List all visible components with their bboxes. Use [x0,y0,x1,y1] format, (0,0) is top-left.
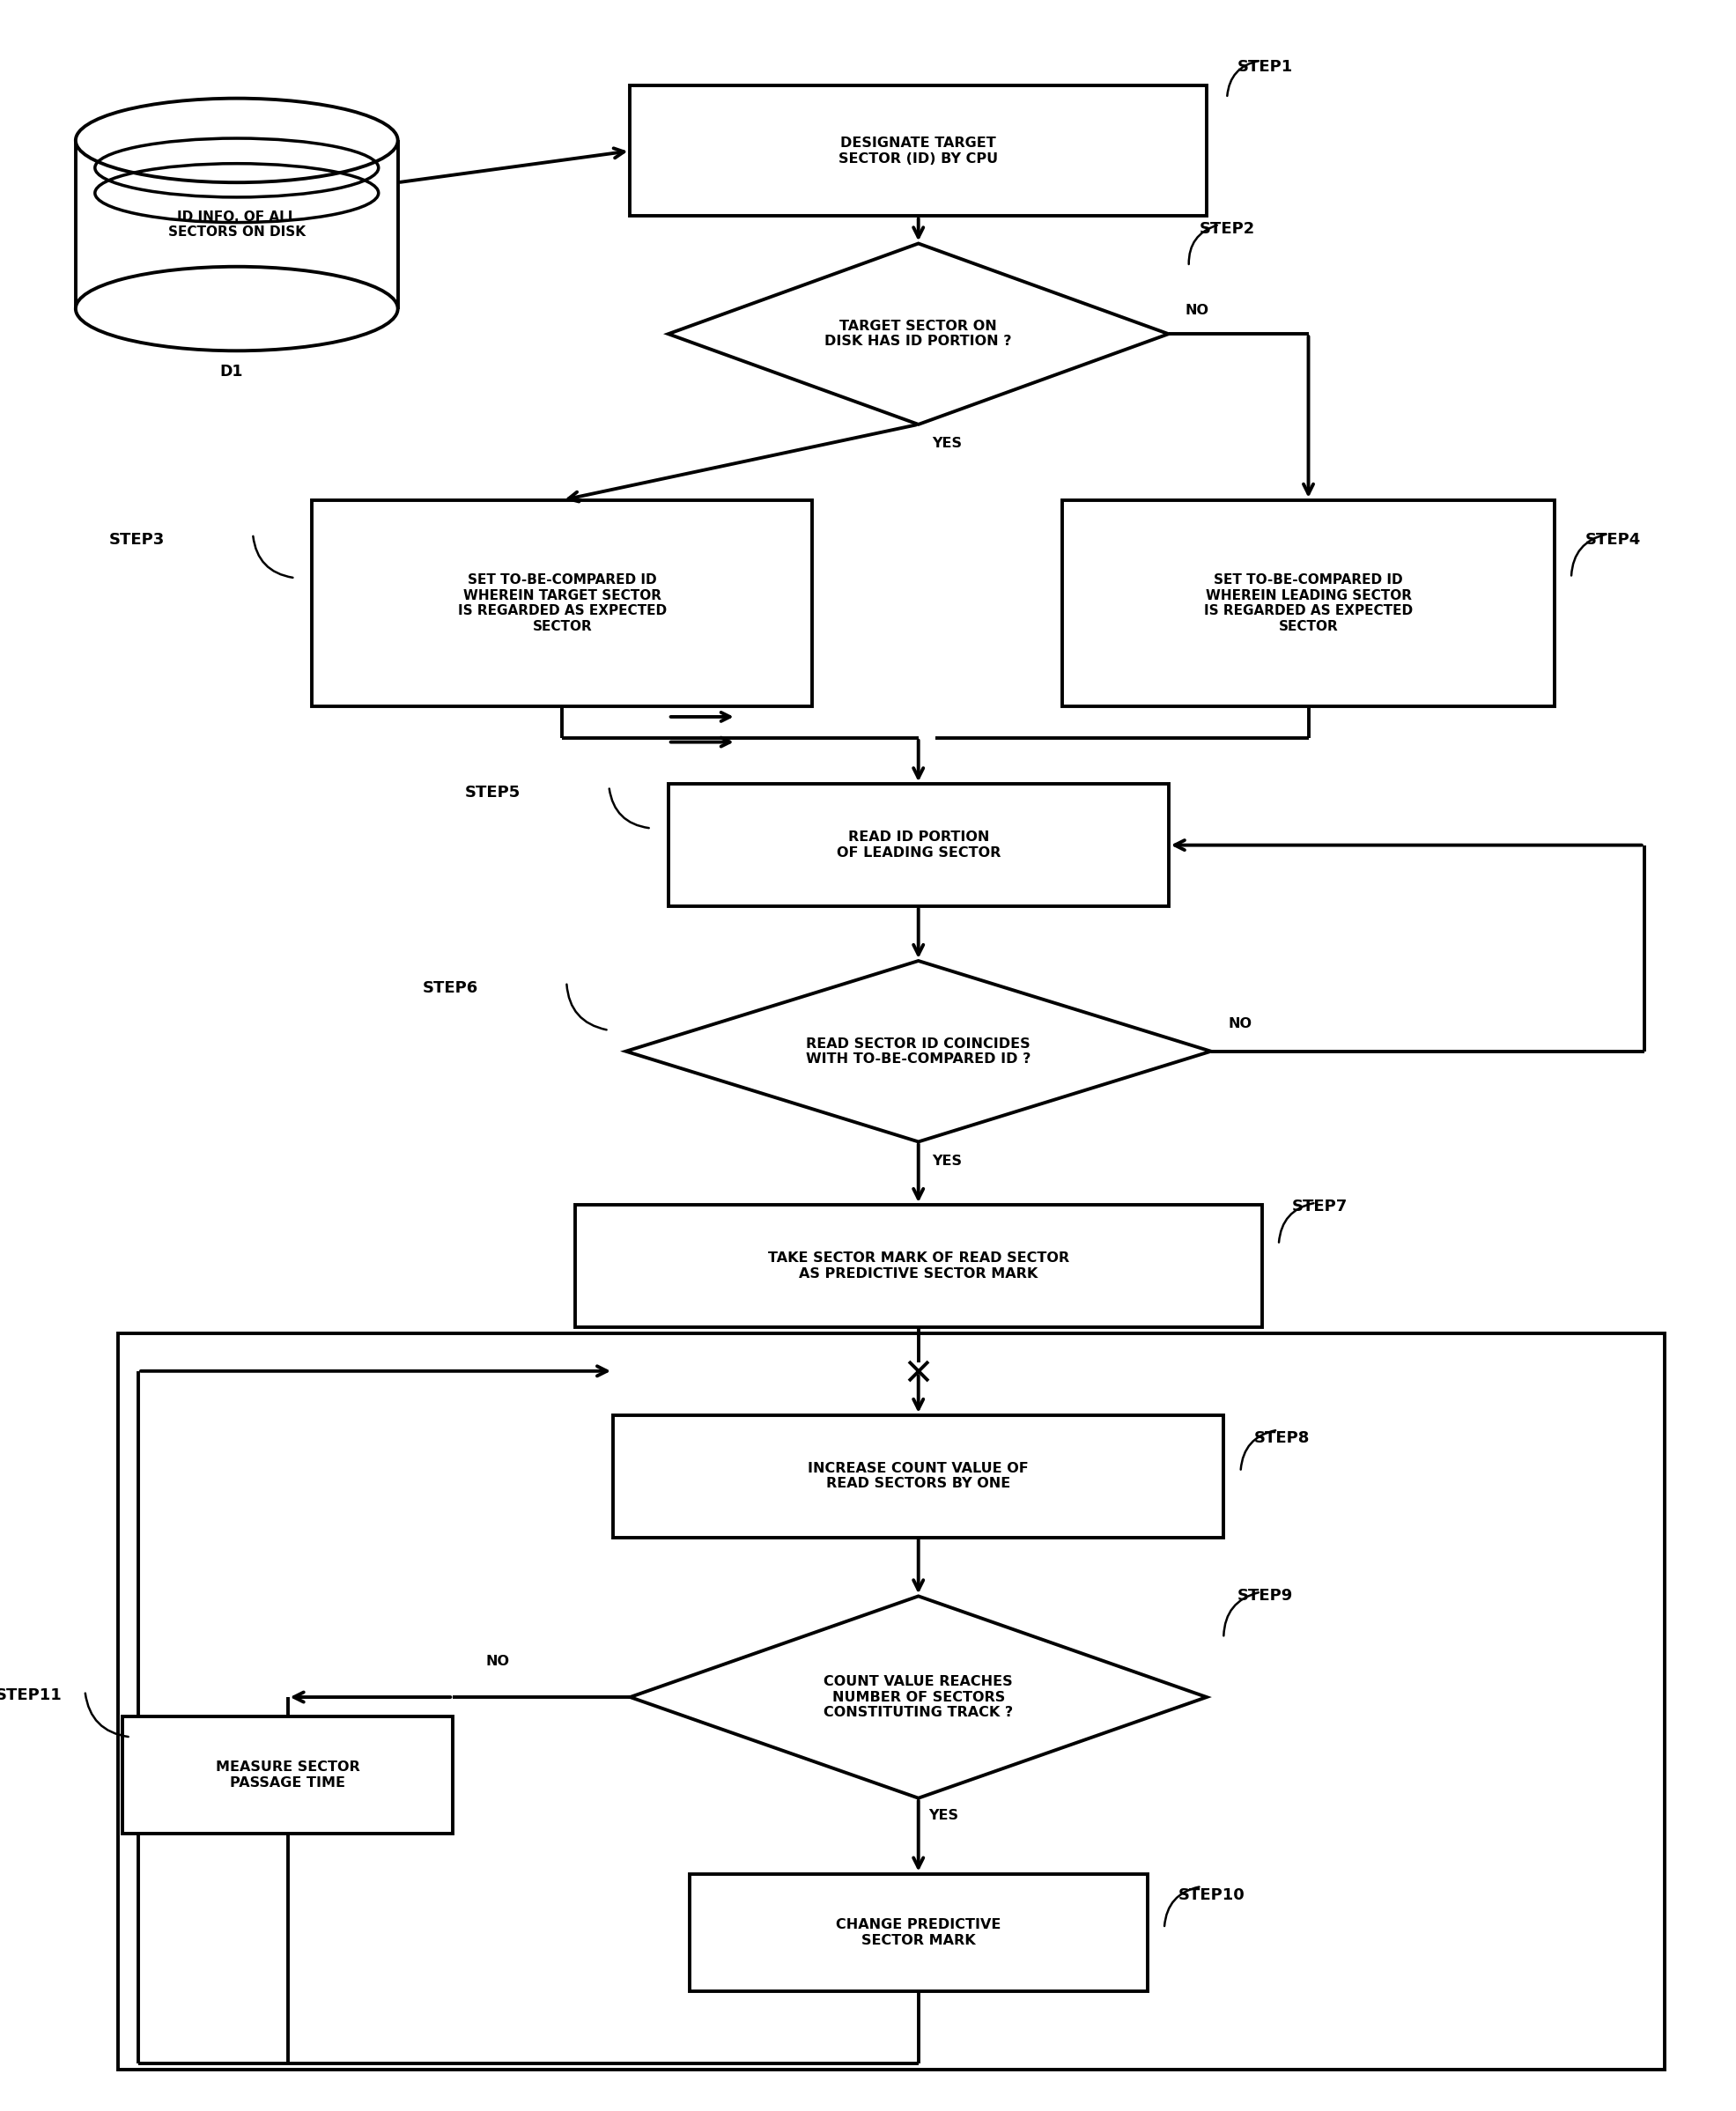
FancyBboxPatch shape [668,783,1168,906]
FancyBboxPatch shape [613,1414,1224,1537]
Text: D1: D1 [220,363,243,380]
FancyBboxPatch shape [575,1205,1262,1328]
Ellipse shape [76,266,398,350]
Text: READ SECTOR ID COINCIDES
WITH TO-BE-COMPARED ID ?: READ SECTOR ID COINCIDES WITH TO-BE-COMP… [806,1037,1031,1066]
Text: STEP7: STEP7 [1292,1199,1349,1216]
Polygon shape [668,243,1168,424]
FancyBboxPatch shape [312,500,812,707]
FancyBboxPatch shape [689,1875,1147,1991]
Text: STEP1: STEP1 [1238,59,1293,74]
Text: TAKE SECTOR MARK OF READ SECTOR
AS PREDICTIVE SECTOR MARK: TAKE SECTOR MARK OF READ SECTOR AS PREDI… [767,1252,1069,1279]
Text: NO: NO [1227,1018,1252,1030]
Text: COUNT VALUE REACHES
NUMBER OF SECTORS
CONSTITUTING TRACK ?: COUNT VALUE REACHES NUMBER OF SECTORS CO… [823,1676,1014,1718]
Text: ID INFO. OF ALL
SECTORS ON DISK: ID INFO. OF ALL SECTORS ON DISK [168,211,306,239]
Text: NO: NO [486,1655,510,1668]
Text: CHANGE PREDICTIVE
SECTOR MARK: CHANGE PREDICTIVE SECTOR MARK [835,1919,1002,1946]
Polygon shape [627,961,1212,1142]
Text: DESIGNATE TARGET
SECTOR (ID) BY CPU: DESIGNATE TARGET SECTOR (ID) BY CPU [838,137,998,165]
Text: MEASURE SECTOR
PASSAGE TIME: MEASURE SECTOR PASSAGE TIME [215,1761,359,1790]
Text: YES: YES [932,437,962,450]
Polygon shape [630,1596,1207,1799]
Text: STEP4: STEP4 [1585,532,1641,549]
Text: SET TO-BE-COMPARED ID
WHEREIN LEADING SECTOR
IS REGARDED AS EXPECTED
SECTOR: SET TO-BE-COMPARED ID WHEREIN LEADING SE… [1205,574,1413,633]
FancyBboxPatch shape [1062,500,1554,707]
Text: TARGET SECTOR ON
DISK HAS ID PORTION ?: TARGET SECTOR ON DISK HAS ID PORTION ? [825,319,1012,348]
FancyBboxPatch shape [122,1716,453,1834]
FancyBboxPatch shape [630,87,1207,215]
Text: YES: YES [932,1155,962,1167]
Text: STEP2: STEP2 [1200,222,1255,236]
Text: STEP3: STEP3 [109,532,165,549]
Ellipse shape [76,99,398,182]
Text: STEP11: STEP11 [0,1687,62,1704]
Text: STEP5: STEP5 [465,785,521,800]
Text: INCREASE COUNT VALUE OF
READ SECTORS BY ONE: INCREASE COUNT VALUE OF READ SECTORS BY … [807,1463,1029,1490]
Text: NO: NO [1186,304,1210,317]
Text: STEP9: STEP9 [1238,1587,1293,1604]
Text: YES: YES [929,1809,958,1822]
Text: STEP6: STEP6 [422,980,477,996]
Text: SET TO-BE-COMPARED ID
WHEREIN TARGET SECTOR
IS REGARDED AS EXPECTED
SECTOR: SET TO-BE-COMPARED ID WHEREIN TARGET SEC… [458,574,667,633]
Text: STEP10: STEP10 [1177,1887,1245,1902]
Text: STEP8: STEP8 [1253,1431,1311,1446]
Text: READ ID PORTION
OF LEADING SECTOR: READ ID PORTION OF LEADING SECTOR [837,832,1000,859]
